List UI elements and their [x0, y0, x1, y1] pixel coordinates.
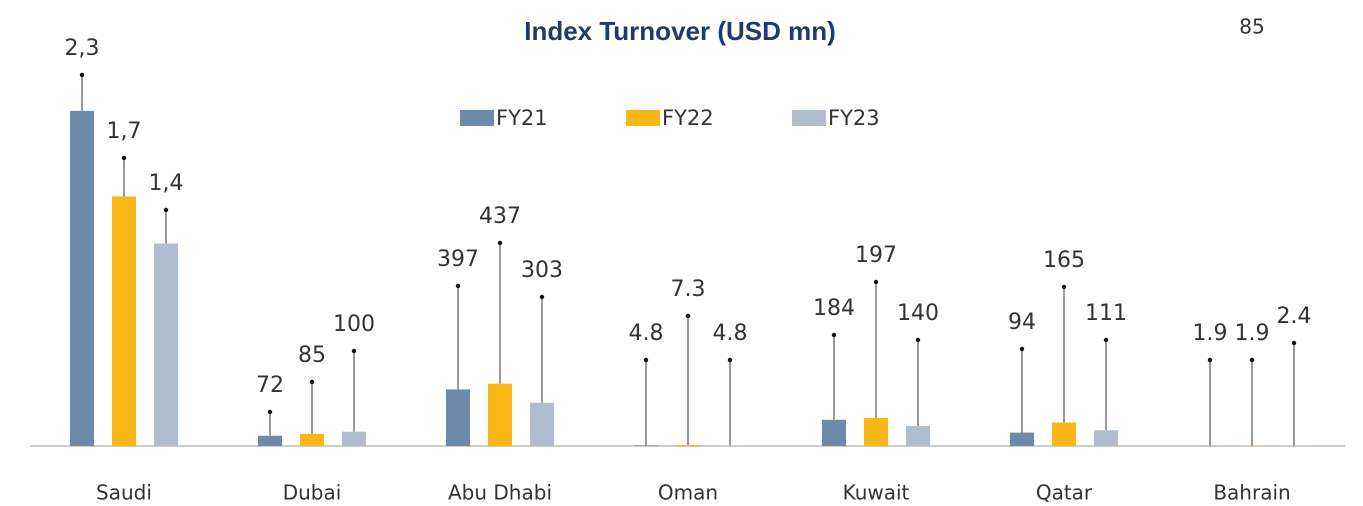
bar	[822, 419, 846, 446]
leader-dot	[1207, 357, 1213, 363]
leader-dot	[455, 283, 461, 289]
leader-dot	[1291, 340, 1297, 346]
bar	[112, 196, 136, 446]
bar	[300, 433, 324, 446]
data-label: 2,3	[65, 36, 100, 61]
leader-dot	[267, 409, 273, 415]
annotation: 85	[1239, 15, 1264, 39]
bar	[1010, 432, 1034, 446]
bar	[1052, 422, 1076, 446]
legend-label: FY22	[662, 106, 714, 130]
bar	[1094, 430, 1118, 446]
data-label: 140	[897, 301, 939, 326]
data-label: 94	[1008, 310, 1036, 335]
data-label: 437	[479, 204, 521, 229]
x-tick-label: Dubai	[283, 481, 342, 505]
data-label: 1,7	[107, 119, 142, 144]
data-label: 100	[333, 312, 375, 337]
bar	[70, 110, 94, 446]
bar	[342, 431, 366, 446]
data-label: 7.3	[671, 277, 706, 302]
data-label: 2.4	[1277, 304, 1312, 329]
leader-dot	[539, 294, 545, 300]
leader-dot	[727, 357, 733, 363]
bar	[906, 426, 930, 446]
x-tick-label: Oman	[658, 481, 718, 505]
bar	[864, 417, 888, 446]
data-label: 85	[298, 343, 326, 368]
leader-dot	[79, 72, 85, 78]
bar	[446, 389, 470, 446]
data-label: 4.8	[713, 321, 748, 346]
bar	[488, 383, 512, 446]
leader-dot	[831, 332, 837, 338]
leader-dot	[915, 337, 921, 343]
leader-dot	[163, 207, 169, 213]
data-label: 111	[1085, 301, 1127, 326]
leader-dot	[643, 357, 649, 363]
x-tick-label: Bahrain	[1213, 481, 1290, 505]
leader-dot	[497, 240, 503, 246]
bar	[258, 435, 282, 446]
x-tick-label: Kuwait	[843, 481, 910, 505]
data-label: 72	[256, 373, 284, 398]
leader-dot	[1061, 284, 1067, 290]
legend-swatch	[792, 110, 826, 126]
bar	[676, 444, 700, 446]
bar	[154, 243, 178, 446]
bar	[718, 445, 742, 446]
leader-dot	[1249, 357, 1255, 363]
leader-dot	[685, 313, 691, 319]
data-label: 4.8	[629, 321, 664, 346]
x-tick-label: Saudi	[96, 481, 152, 505]
leader-dot	[873, 279, 879, 285]
legend-swatch	[460, 110, 494, 126]
leader-dot	[1103, 337, 1109, 343]
x-tick-label: Abu Dhabi	[448, 481, 552, 505]
x-tick-label: Qatar	[1036, 481, 1093, 505]
bar	[634, 445, 658, 446]
leader-dot	[121, 155, 127, 161]
leader-dot	[1019, 346, 1025, 352]
chart-title: Index Turnover (USD mn)	[524, 16, 836, 46]
data-label: 1.9	[1193, 321, 1228, 346]
data-label: 1,4	[149, 171, 184, 196]
legend-swatch	[626, 110, 660, 126]
data-label: 397	[437, 247, 479, 272]
bar	[530, 402, 554, 446]
data-label: 184	[813, 296, 855, 321]
data-label: 303	[521, 258, 563, 283]
leader-dot	[351, 348, 357, 354]
data-label: 165	[1043, 248, 1085, 273]
legend-label: FY23	[828, 106, 880, 130]
legend-label: FY21	[496, 106, 548, 130]
leader-dot	[309, 379, 315, 385]
data-label: 1.9	[1235, 321, 1270, 346]
data-label: 197	[855, 243, 897, 268]
